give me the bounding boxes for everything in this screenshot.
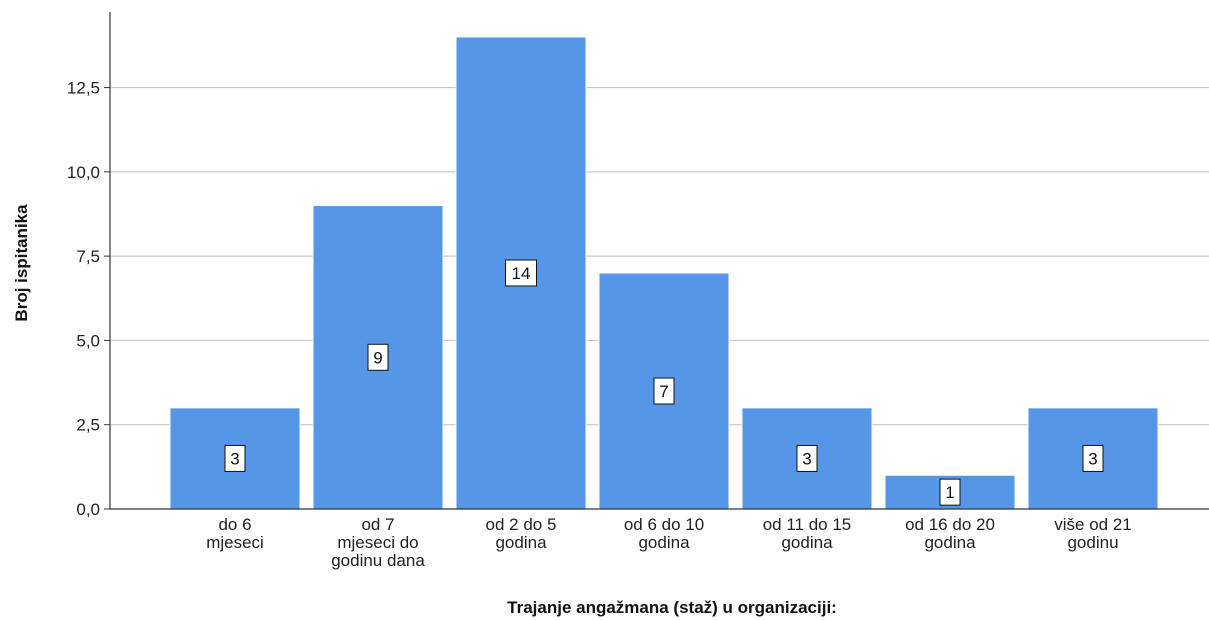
data-label-box <box>796 444 818 472</box>
y-tick-label: 2,5 <box>76 416 100 435</box>
x-category-label-line: od 6 do 10 <box>624 515 704 534</box>
x-category-label-line: više od 21 <box>1054 515 1132 534</box>
x-category-labels: do 6 mjeseci od 7 mjeseci do godinu dana od 2… <box>206 515 1132 570</box>
x-category-label: od 16 do 20 godina <box>905 515 995 552</box>
bars <box>169 36 1159 510</box>
x-category-label-line: od 16 do 20 <box>905 515 995 534</box>
data-label-box <box>505 259 537 287</box>
data-label: 1 <box>945 483 954 502</box>
axes <box>104 12 1209 510</box>
x-category-label-line: od 11 do 15 <box>763 515 852 534</box>
data-labels: 3 9 14 7 3 1 3 <box>224 259 1104 506</box>
x-category-label: od 2 do 5 godina <box>486 515 557 552</box>
x-category-label: do 6 mjeseci <box>206 515 264 552</box>
x-category-label: više od 21 godinu <box>1054 515 1132 552</box>
data-label: 3 <box>802 449 811 468</box>
data-label: 3 <box>1088 449 1097 468</box>
x-category-label-line: od 2 do 5 <box>486 515 557 534</box>
x-category-label: od 7 mjeseci do godinu dana <box>331 515 425 570</box>
x-category-label-line: do 6 <box>218 515 251 534</box>
x-category-label-line: godina <box>495 533 547 552</box>
x-category-label-line: mjeseci <box>206 533 264 552</box>
y-tick-label: 5,0 <box>76 331 100 350</box>
x-category-label-line: godinu dana <box>331 551 425 570</box>
x-category-label: od 6 do 10 godina <box>624 515 704 552</box>
data-label-box <box>653 377 675 405</box>
x-category-label-line: godina <box>638 533 690 552</box>
data-label: 7 <box>659 382 668 401</box>
grid-lines <box>110 86 1209 426</box>
y-axis-title: Broj ispitanika <box>12 204 31 322</box>
data-label: 14 <box>512 264 531 283</box>
x-category-label: od 11 do 15 godina <box>763 515 852 552</box>
x-category-label-line: od 7 <box>361 515 394 534</box>
y-tick-label: 12,5 <box>67 79 100 98</box>
data-label: 9 <box>373 348 382 367</box>
y-tick-label: 7,5 <box>76 247 100 266</box>
y-tick-label: 10,0 <box>67 163 100 182</box>
data-label-box <box>224 444 246 472</box>
y-tick-label: 0,0 <box>76 500 100 519</box>
data-label-box <box>367 343 389 371</box>
data-label-box <box>939 478 961 506</box>
x-category-label-line: godinu <box>1067 533 1118 552</box>
data-label-box <box>1082 444 1104 472</box>
x-axis-title: Trajanje angažmana (staž) u organizaciji… <box>507 598 837 617</box>
data-label: 3 <box>230 449 239 468</box>
y-tick-labels: 0,0 2,5 5,0 7,5 10,0 12,5 <box>67 79 100 519</box>
x-category-label-line: godina <box>781 533 833 552</box>
x-category-label-line: godina <box>924 533 976 552</box>
x-category-label-line: mjeseci do <box>337 533 418 552</box>
